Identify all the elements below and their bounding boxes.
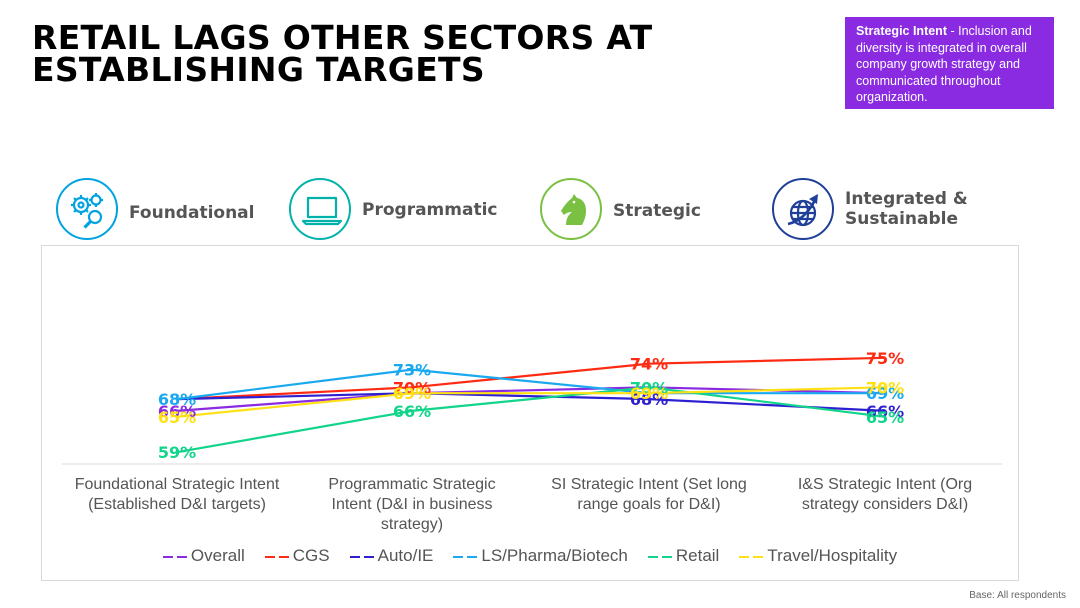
line-chart: 66% 70% 74% 75% 68% 66% 68% 73% 69% 59% 66% 70% 65% 6… [41, 245, 1019, 581]
data-label: 66% [393, 402, 431, 421]
footnote: Base: All respondents [969, 590, 1066, 601]
callout-heading: Strategic Intent [856, 24, 947, 38]
globe-arrow-icon [772, 178, 834, 240]
legend-label: Auto/IE [377, 546, 434, 565]
legend-label: Retail [675, 546, 720, 565]
series-line-auto-ie [176, 392, 886, 412]
strategic-intent-callout: Strategic Intent - Inclusion and diversi… [845, 17, 1054, 109]
series-line-ls-pharma-biotech [176, 368, 885, 401]
legend-swatch [647, 555, 658, 558]
series-line-retail [176, 386, 886, 454]
stage-label: Programmatic [362, 200, 498, 220]
title-line-1: RETAIL LAGS OTHER SECTORS AT [32, 18, 653, 57]
legend-swatch [753, 555, 764, 558]
legend-item: Auto/IE [349, 546, 434, 566]
legend-item: Overall [162, 546, 245, 566]
legend-swatch [739, 555, 750, 558]
data-label: 73% [393, 361, 431, 380]
category-label-line: I&S Strategic Intent (Org [797, 476, 973, 493]
legend-item: Travel/Hospitality [739, 546, 897, 566]
data-label: 68% [630, 390, 668, 409]
data-label: 68% [158, 390, 196, 409]
laptop-icon [289, 178, 351, 240]
legend-swatch [176, 555, 187, 558]
chart-legend: Overall CGS Auto/IE LS/Pharma/Biotech Retail… [42, 546, 1018, 566]
category-label-line: Programmatic Strategic [328, 476, 496, 493]
legend-swatch [453, 555, 464, 558]
legend-swatch [363, 555, 374, 558]
page-title: RETAIL LAGS OTHER SECTORS AT ESTABLISHIN… [32, 18, 653, 89]
legend-swatch [278, 555, 289, 558]
stage-label: Strategic [613, 201, 701, 221]
chart-plot-area: 66%70%74% 75%68%66%68%73%69%59%66%70%65%6… [62, 349, 1002, 465]
legend-swatch [349, 555, 360, 558]
category-label: SI Strategic Intent (Set long range goals… [529, 475, 769, 515]
category-label-line: range goals for D&I) [577, 496, 721, 513]
data-label: 59% [158, 443, 196, 462]
data-label: 69% [866, 384, 904, 403]
legend-swatch [467, 555, 478, 558]
legend-label: CGS [292, 546, 330, 565]
legend-label: Travel/Hospitality [767, 546, 898, 565]
data-label: 74% [630, 355, 668, 374]
data-label: 65% [158, 408, 196, 427]
legend-label: Overall [190, 546, 245, 565]
title-line-2: ESTABLISHING TARGETS [32, 50, 485, 89]
data-label: 65% [866, 408, 904, 427]
stage-label: Integrated & Sustainable [845, 189, 968, 229]
category-label-line: strategy considers D&I) [801, 496, 969, 513]
category-label-line: strategy) [380, 516, 444, 533]
data-label: 69% [630, 384, 668, 403]
data-label: 66% [158, 402, 196, 421]
legend-item: LS/Pharma/Biotech [453, 546, 628, 566]
legend-item: CGS [264, 546, 330, 566]
legend-swatch [264, 555, 275, 558]
legend-label: LS/Pharma/Biotech [481, 546, 628, 565]
category-label: Programmatic Strategic Intent (D&I in bus… [292, 475, 532, 535]
category-label: Foundational Strategic Intent (Establishe… [57, 475, 297, 515]
gears-magnifier-icon [56, 178, 118, 240]
stage-label: Foundational [129, 203, 255, 223]
legend-swatch [661, 555, 672, 558]
data-label: 75% [866, 349, 904, 368]
series-line-cgs [176, 356, 886, 401]
data-label: 69% [393, 384, 431, 403]
category-label: I&S Strategic Intent (Org strategy consid… [765, 475, 1005, 515]
data-label: 70% [630, 378, 668, 397]
category-label-line: Foundational Strategic Intent [74, 476, 280, 493]
category-label-line: (Established D&I targets) [88, 496, 266, 513]
callout-text: - Inclusion and diversity is integrated … [856, 24, 1032, 104]
data-label: 70% [393, 378, 431, 397]
data-label: 70% [866, 378, 904, 397]
category-label-line: Intent (D&I in business [331, 496, 493, 513]
legend-item: Retail [647, 546, 720, 566]
legend-swatch [162, 555, 173, 558]
series-line-travel-hospitality [176, 386, 886, 418]
chess-knight-icon [540, 178, 602, 240]
category-label-line: SI Strategic Intent (Set long [551, 476, 747, 493]
data-label: 66% [866, 402, 904, 421]
